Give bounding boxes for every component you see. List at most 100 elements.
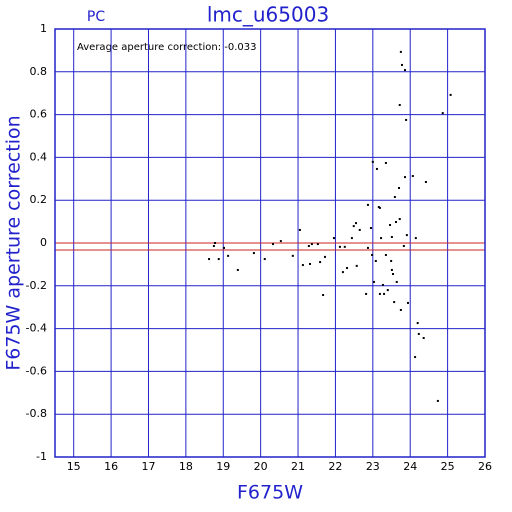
point	[405, 118, 408, 121]
x-tick-label: 17	[141, 460, 155, 473]
point	[381, 283, 384, 286]
x-tick-label: 19	[216, 460, 230, 473]
point	[366, 203, 369, 206]
point	[395, 280, 398, 283]
point	[214, 242, 217, 244]
point	[343, 245, 346, 248]
point	[414, 356, 417, 359]
y-tick-label: -0.6	[26, 364, 47, 377]
y-tick-label: -0.8	[26, 407, 47, 420]
point	[212, 244, 215, 247]
point	[323, 255, 326, 258]
point	[411, 175, 414, 178]
point	[390, 268, 393, 271]
point	[372, 280, 375, 283]
y-tick-label: 0.2	[30, 193, 48, 206]
point	[384, 161, 387, 164]
point	[291, 254, 294, 257]
point	[316, 243, 319, 246]
point	[350, 237, 353, 240]
point	[416, 322, 419, 325]
y-axis-label: F675W aperture correction	[3, 115, 25, 370]
point	[393, 195, 396, 198]
point	[374, 259, 377, 262]
x-tick-label: 21	[291, 460, 305, 473]
point	[403, 176, 406, 179]
point	[366, 246, 369, 249]
point	[399, 50, 402, 53]
point	[301, 264, 304, 267]
point	[441, 112, 444, 115]
y-tick-label: -0.2	[26, 279, 47, 292]
point	[208, 258, 211, 261]
point	[375, 167, 378, 170]
point	[378, 206, 381, 209]
point	[217, 258, 220, 261]
point	[398, 218, 401, 221]
point	[307, 244, 310, 247]
x-tick-label: 24	[403, 460, 417, 473]
point	[393, 301, 396, 304]
chart-title: lmc_u65003	[207, 3, 329, 27]
point	[371, 253, 374, 256]
point	[392, 273, 395, 276]
point	[377, 206, 380, 209]
point	[403, 69, 406, 72]
point	[422, 337, 425, 340]
point	[386, 289, 389, 292]
annotation: Average aperture correction: -0.033	[77, 42, 257, 53]
point	[400, 63, 403, 66]
y-tick-label: 0.6	[30, 108, 48, 121]
x-axis-label: F675W	[237, 482, 303, 504]
point	[405, 234, 408, 237]
point	[380, 237, 383, 240]
point	[402, 244, 405, 247]
y-tick-label: -1	[36, 450, 47, 463]
point	[365, 292, 368, 295]
y-tick-label: 1	[40, 22, 47, 35]
y-tick-label: 0.8	[30, 65, 48, 78]
x-tick-label: 18	[179, 460, 193, 473]
point	[346, 267, 349, 270]
point	[390, 236, 393, 239]
x-tick-label: 22	[328, 460, 342, 473]
point	[271, 243, 274, 246]
x-tick-label: 25	[441, 460, 455, 473]
point	[371, 160, 374, 163]
point	[389, 224, 392, 227]
point	[369, 227, 372, 230]
point	[341, 271, 344, 274]
subtitle: PC	[87, 9, 105, 25]
point	[398, 187, 400, 190]
x-tick-label: 16	[104, 460, 118, 473]
point	[263, 258, 266, 261]
point	[406, 301, 409, 304]
point	[424, 181, 427, 184]
y-tick-label: 0.4	[30, 150, 48, 163]
point	[227, 254, 230, 257]
point	[449, 93, 452, 96]
plot-frame	[54, 28, 486, 458]
point	[223, 246, 226, 249]
point	[319, 261, 322, 264]
point	[298, 228, 301, 231]
point	[252, 252, 255, 255]
point	[310, 243, 313, 246]
point	[279, 240, 282, 243]
x-tick-label: 26	[478, 460, 492, 473]
point	[417, 332, 420, 335]
point	[332, 237, 335, 240]
point	[352, 225, 355, 228]
x-tick-label: 20	[254, 460, 268, 473]
point	[338, 245, 341, 248]
point	[399, 308, 402, 311]
point	[390, 259, 393, 262]
point	[358, 228, 361, 231]
point	[355, 222, 357, 225]
point	[378, 292, 381, 295]
point	[355, 264, 358, 267]
x-tick-label: 23	[366, 460, 380, 473]
point	[395, 221, 398, 224]
point	[236, 268, 239, 271]
